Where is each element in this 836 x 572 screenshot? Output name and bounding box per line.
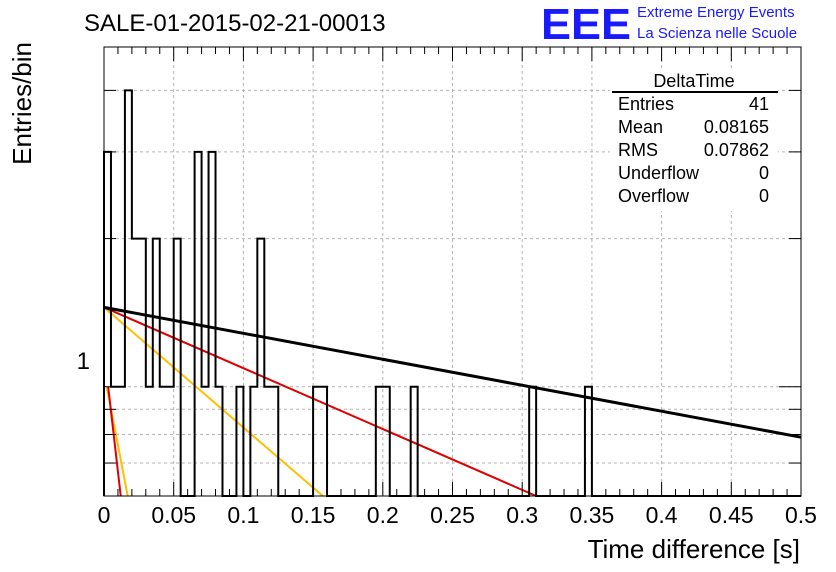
histogram-bin [250, 387, 257, 496]
x-tick-label: 0.45 [709, 502, 754, 528]
histogram-bin [174, 239, 181, 496]
fit-line-red [103, 306, 537, 497]
histogram-bin [195, 152, 202, 496]
stats-row-label: Overflow [618, 186, 690, 206]
histogram-bin [257, 239, 264, 496]
stats-row-value: 0 [759, 163, 769, 183]
histogram-bin [146, 387, 153, 496]
stats-row-value: 41 [749, 94, 769, 114]
stats-row-value: 0 [759, 186, 769, 206]
stats-row-label: Mean [618, 117, 663, 137]
x-tick-label: 0.25 [430, 502, 475, 528]
histogram-bin [313, 387, 320, 496]
histogram-bin [153, 239, 160, 496]
histogram-bin [118, 387, 125, 496]
stats-row-label: Underflow [618, 163, 700, 183]
fit-line-black [103, 305, 802, 439]
histogram-bin [104, 152, 111, 496]
x-tick-label: 0.05 [151, 502, 196, 528]
histogram-bin [383, 387, 390, 496]
y-tick-label-1: 1 [77, 348, 90, 375]
stats-box: DeltaTime Entries 41 Mean 0.08165 RMS 0.07862… [610, 71, 778, 211]
stats-row-value: 0.08165 [704, 117, 769, 137]
x-axis-title: Time difference [s] [588, 534, 800, 564]
stats-row-label: Entries [618, 94, 674, 114]
stats-row-label: RMS [618, 140, 658, 160]
axis-ticks [103, 47, 802, 497]
histogram-bin [236, 387, 243, 496]
x-tick-label: 0.2 [367, 502, 399, 528]
x-tick-label: 0.35 [570, 502, 615, 528]
x-tick-label: 0.15 [291, 502, 336, 528]
histogram-bin [202, 387, 209, 496]
x-tick-labels: 0 0.05 0.1 0.15 0.2 0.25 0.3 0.35 0.4 0.45 0.5 [98, 502, 817, 528]
eee-logo: EEE Extreme Energy Events La Scienza nel… [541, 0, 797, 49]
histogram-bin [264, 387, 271, 496]
fit-line-yellow [103, 306, 324, 497]
stats-box-title: DeltaTime [653, 71, 734, 91]
histogram-bin [216, 387, 223, 496]
y-axis-title: Entries/bin [7, 42, 37, 165]
x-tick-label: 0.3 [506, 502, 538, 528]
fit-curves [103, 305, 802, 497]
logo-line-1: Extreme Energy Events [637, 4, 795, 21]
histogram-bin [411, 387, 418, 496]
histogram-bin [209, 152, 216, 496]
fit-line-red [107, 386, 122, 497]
logo-line-2: La Scienza nelle Scuole [637, 25, 797, 42]
histogram-bin [111, 387, 118, 496]
x-tick-label: 0.1 [227, 502, 259, 528]
x-tick-label: 0.5 [785, 502, 817, 528]
histogram-bin [167, 387, 174, 496]
chart-title: SALE-01-2015-02-21-00013 [84, 10, 386, 37]
histogram-bin [132, 239, 139, 496]
histogram-bin [139, 239, 146, 496]
histogram-bin [376, 387, 383, 496]
histogram-bin [271, 387, 278, 496]
logo-letters: EEE [541, 0, 631, 49]
grid [104, 47, 801, 497]
histogram-bin [160, 387, 167, 496]
stats-row-value: 0.07862 [704, 140, 769, 160]
x-tick-label: 0.4 [646, 502, 678, 528]
stats-box-background [610, 71, 778, 211]
histogram-bin [529, 387, 536, 496]
histogram-bin [125, 90, 132, 496]
histogram-bin [320, 387, 327, 496]
histogram-bin [585, 387, 592, 496]
x-tick-label: 0 [98, 502, 111, 528]
